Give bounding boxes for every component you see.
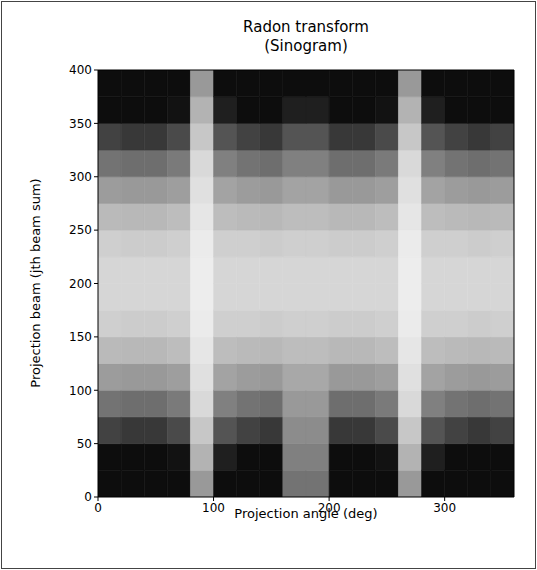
svg-text:200: 200 <box>69 277 92 291</box>
svg-text:100: 100 <box>69 384 92 398</box>
svg-text:400: 400 <box>69 63 92 77</box>
svg-text:0: 0 <box>84 490 92 504</box>
html-text:Projection angle (deg): Projection angle (deg) <box>234 506 378 521</box>
svg-text:150: 150 <box>69 330 92 344</box>
svg-text:300: 300 <box>433 501 456 515</box>
svg-text:50: 50 <box>77 437 92 451</box>
html-text:Radon transform: Radon transform <box>243 18 369 36</box>
svg-text:250: 250 <box>69 223 92 237</box>
svg-text:100: 100 <box>202 501 225 515</box>
html-text:Projection beam (jth beam sum): Projection beam (jth beam sum) <box>28 178 43 388</box>
svg-text:300: 300 <box>69 170 92 184</box>
svg-text:0: 0 <box>94 501 102 515</box>
svg-text:350: 350 <box>69 117 92 131</box>
html-text:(Sinogram): (Sinogram) <box>264 37 348 55</box>
